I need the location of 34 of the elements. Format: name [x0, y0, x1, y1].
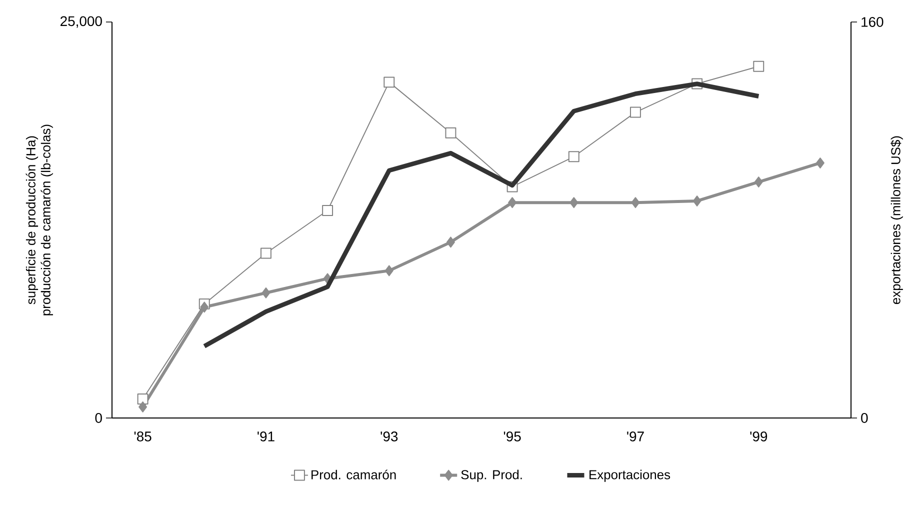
y-tick-label: 25,000	[60, 16, 102, 28]
x-tick-label: '85	[134, 432, 152, 442]
x-tick-label: '99	[750, 432, 768, 442]
point	[508, 197, 517, 208]
point	[754, 176, 763, 188]
point	[262, 287, 270, 298]
point	[631, 197, 640, 208]
point	[816, 157, 824, 168]
point	[568, 151, 580, 162]
x-tick-label: '97	[627, 432, 644, 442]
point	[260, 248, 272, 259]
x-tick-label: '93	[380, 432, 398, 442]
x-tick-label: '95	[504, 432, 521, 442]
y2-tick-label: 0	[861, 413, 868, 423]
legend-label: Prod. camarón	[312, 470, 396, 480]
point	[630, 106, 641, 118]
point	[753, 60, 764, 72]
legend-label: Sup. Prod.	[461, 470, 522, 482]
text: superficie de producción (Ha)	[26, 136, 38, 304]
point	[200, 302, 209, 313]
y2-axis-title: exportaciones (millones US$)	[890, 136, 903, 304]
point	[322, 205, 334, 216]
text: producción de camarón (lb-colas)	[40, 124, 53, 316]
point	[384, 265, 394, 276]
point	[570, 197, 578, 208]
point	[446, 236, 455, 248]
point	[384, 76, 395, 88]
point	[138, 401, 148, 412]
legend-label: Exportaciones	[590, 470, 670, 482]
y2-tick-label: 160	[862, 17, 884, 27]
point	[445, 127, 456, 138]
point	[137, 394, 148, 404]
point	[692, 196, 702, 206]
x-tick-label: '91	[258, 432, 274, 442]
